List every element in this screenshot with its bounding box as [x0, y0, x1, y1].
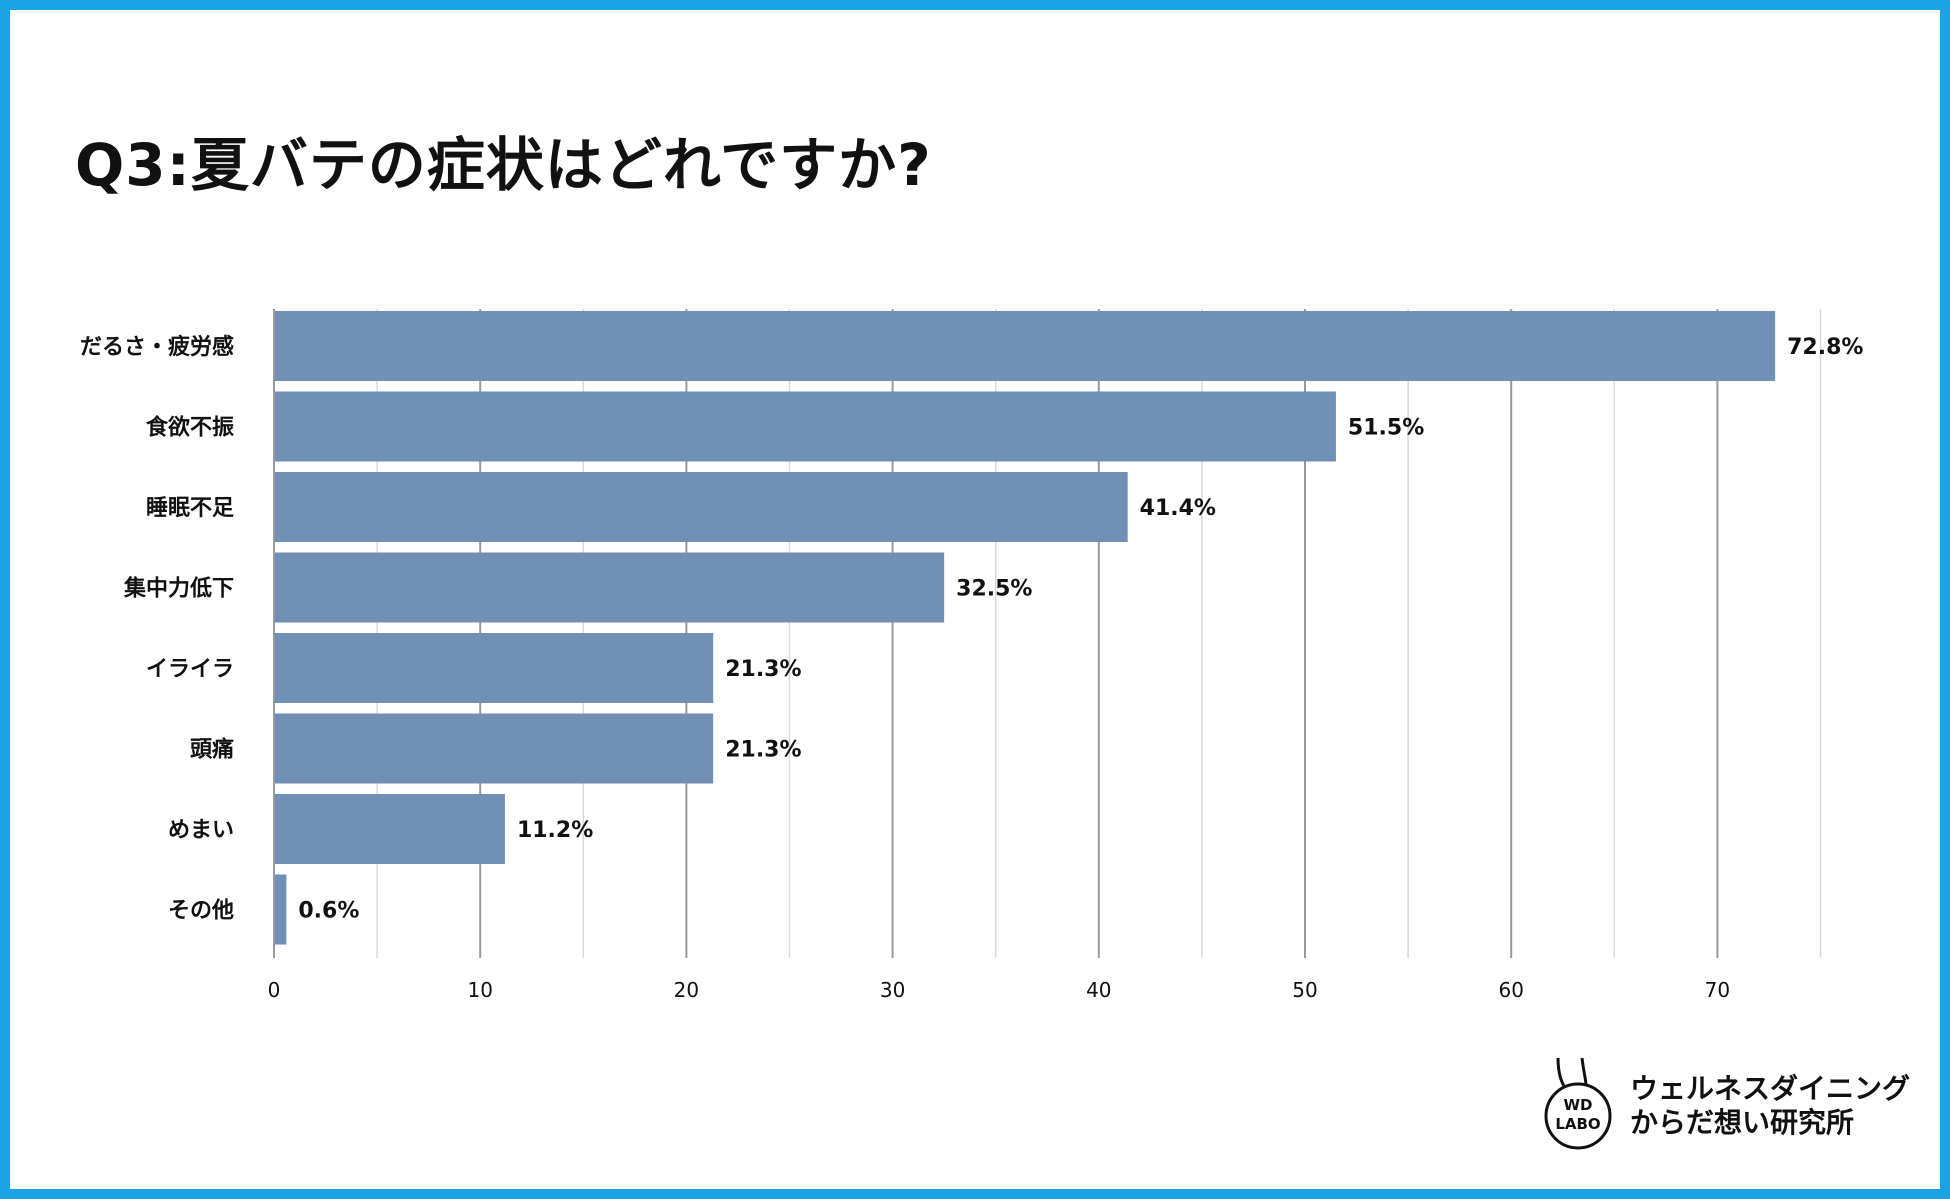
category-label: 頭痛	[190, 737, 234, 763]
logo-badge-line2: LABO	[1555, 1115, 1600, 1133]
bar	[274, 552, 945, 623]
data-label: 21.3%	[725, 738, 801, 763]
data-label: 0.6%	[298, 899, 359, 924]
category-label: その他	[168, 899, 234, 924]
data-label: 21.3%	[725, 657, 801, 682]
x-tick-label: 70	[1705, 978, 1730, 1002]
bar	[274, 794, 505, 864]
category-label: 集中力低下	[123, 576, 234, 602]
bar	[274, 633, 714, 703]
data-label: 72.8%	[1787, 335, 1863, 360]
category-label: イライラ	[146, 657, 234, 682]
x-tick-label: 10	[467, 978, 492, 1002]
x-tick-label: 20	[674, 978, 699, 1002]
data-label: 32.5%	[956, 577, 1032, 602]
x-tick-label: 0	[268, 978, 281, 1002]
category-label: 睡眠不足	[146, 496, 234, 521]
chart-title: Q3:夏バテの症状はどれですか?	[75, 131, 932, 199]
data-label: 11.2%	[517, 818, 593, 843]
x-tick-label: 60	[1498, 978, 1523, 1002]
logo-badge-line1: WD	[1564, 1096, 1593, 1114]
logo-name-line1: ウェルネスダイニング	[1630, 1072, 1911, 1105]
bar	[274, 311, 1776, 381]
category-label: めまい	[168, 818, 234, 843]
logo-text: ウェルネスダイニング からだ想い研究所	[1630, 1072, 1910, 1140]
category-label: だるさ・疲労感	[80, 334, 234, 360]
wd-labo-logo: WD LABO ウェルネスダイニング からだ想い研究所	[1540, 1050, 1920, 1160]
bar	[274, 391, 1336, 462]
bar	[274, 874, 287, 945]
category-label: 食欲不振	[146, 415, 234, 441]
data-label: 41.4%	[1140, 496, 1216, 521]
x-tick-label: 40	[1086, 978, 1111, 1002]
x-tick-label: 30	[880, 978, 905, 1002]
data-label: 51.5%	[1348, 416, 1424, 441]
bar	[274, 713, 714, 784]
wd-labo-badge-icon: WD LABO	[1544, 1057, 1612, 1150]
x-tick-label: 50	[1292, 978, 1317, 1002]
logo-name-line2: からだ想い研究所	[1630, 1106, 1855, 1139]
bar	[274, 472, 1128, 542]
